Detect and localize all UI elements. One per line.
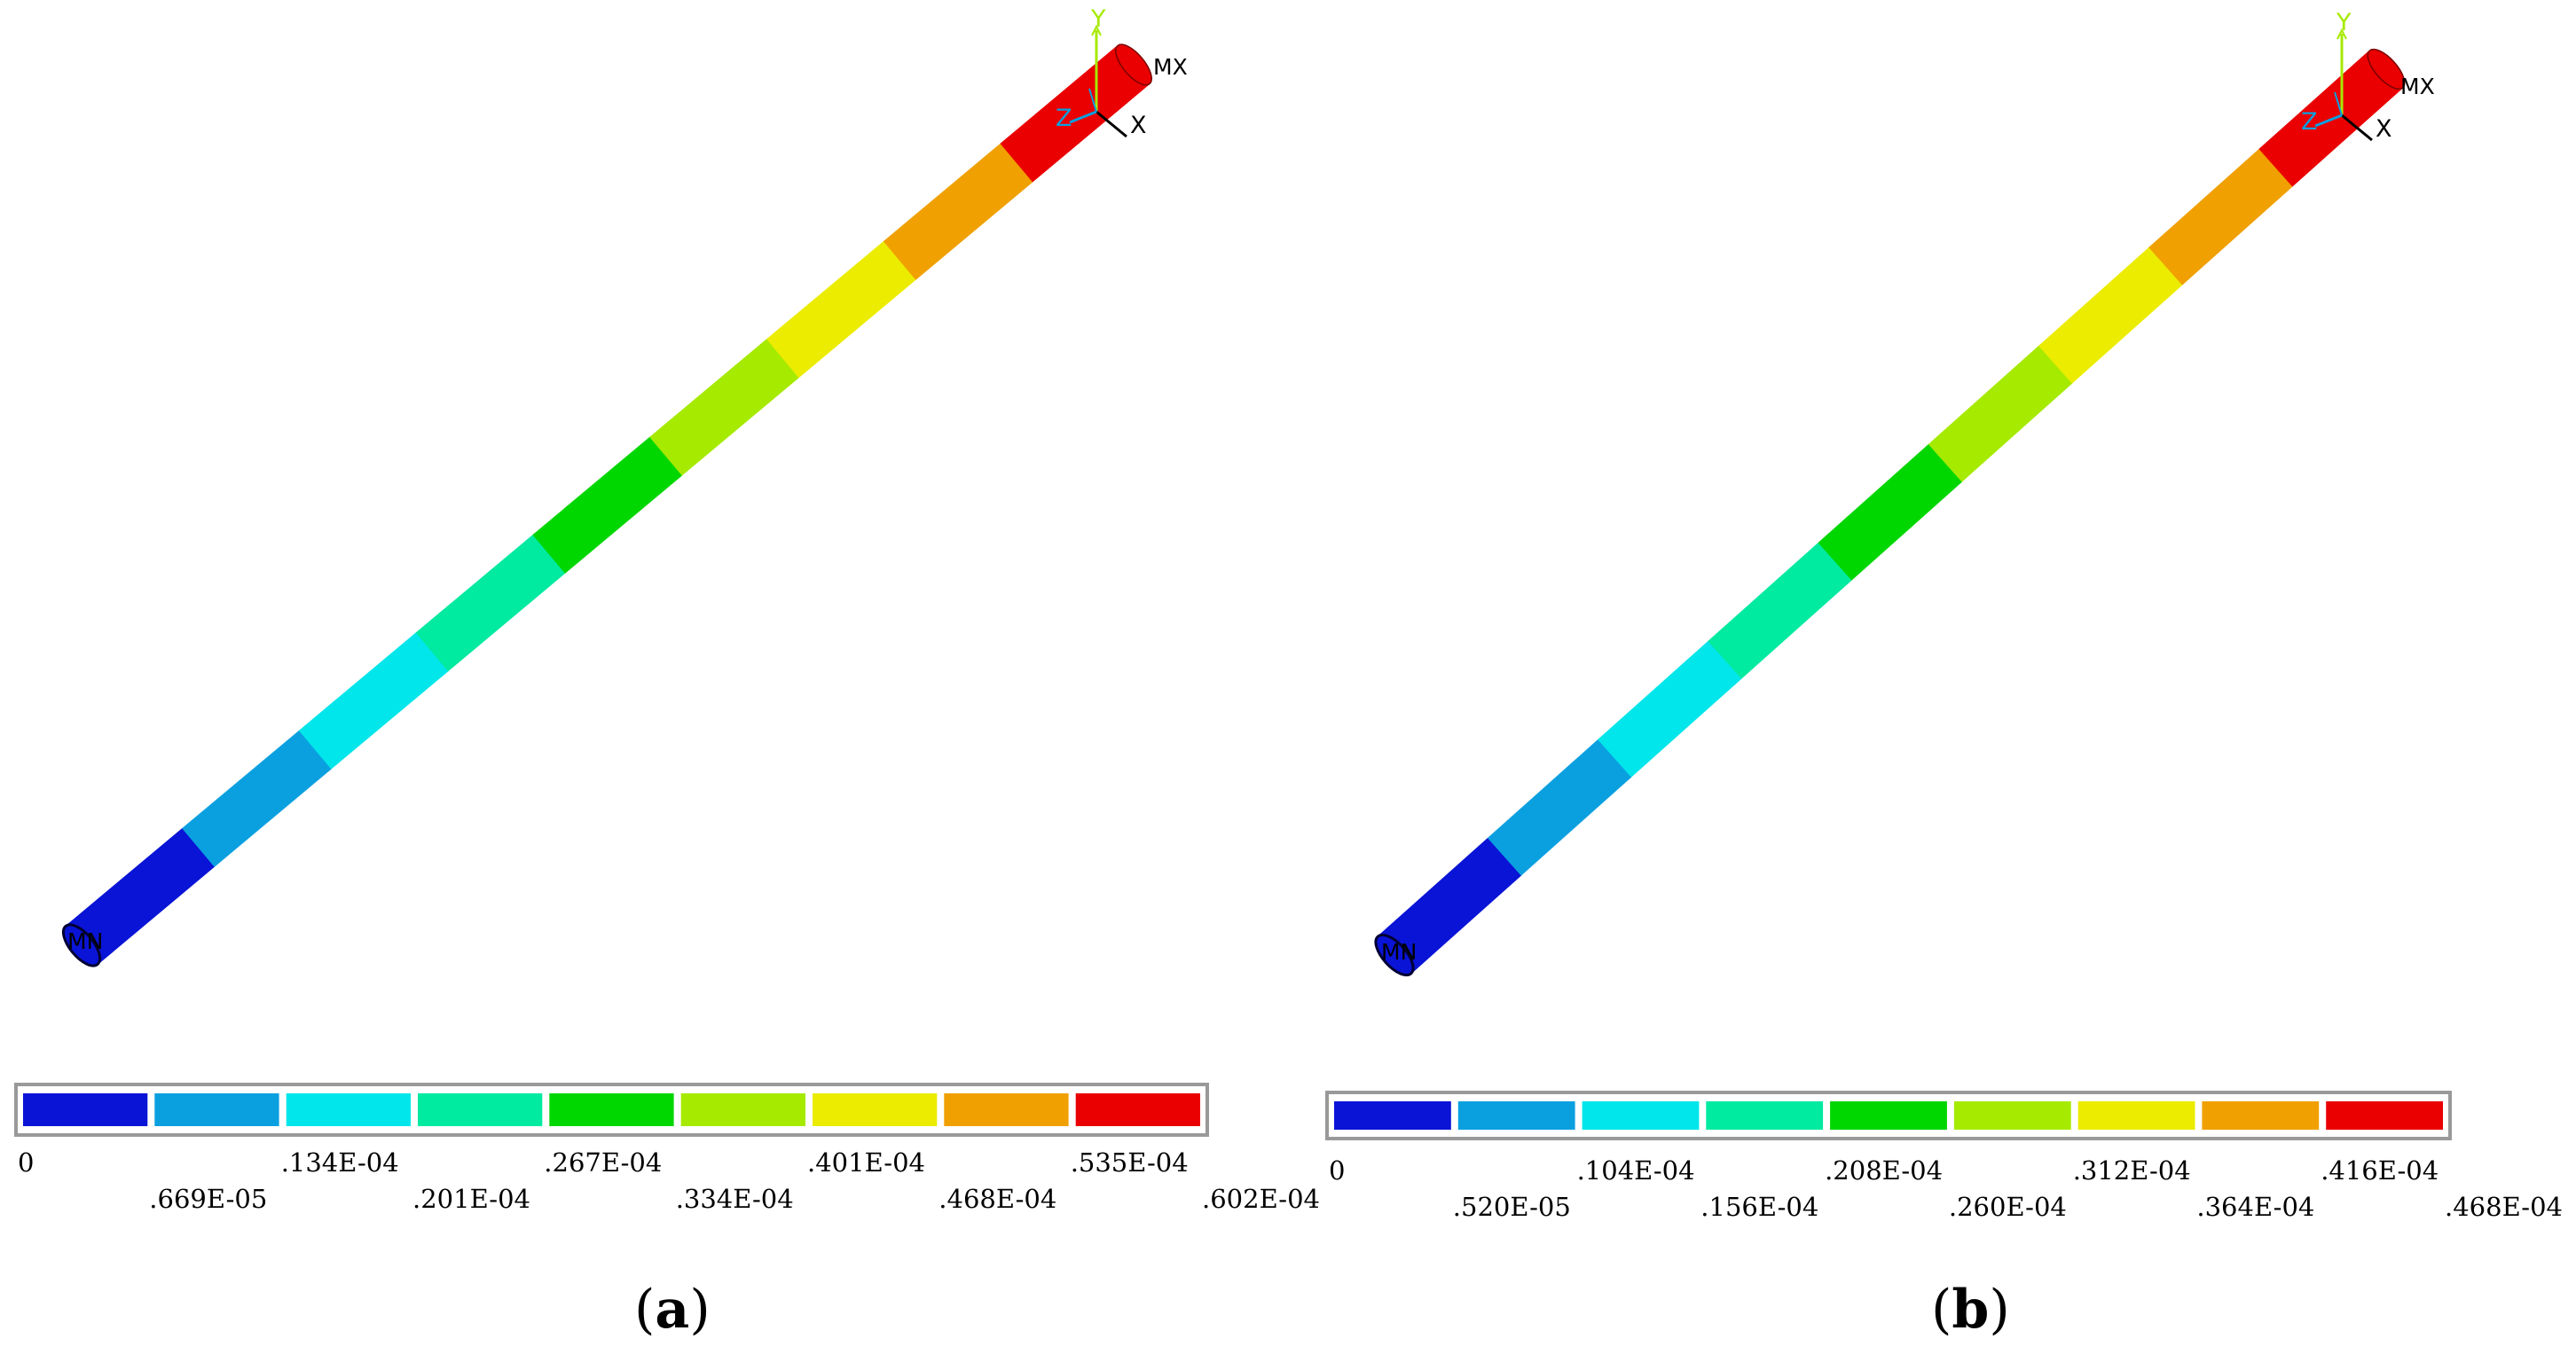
z-axis-label: Z xyxy=(2301,108,2318,136)
legend-swatch xyxy=(680,1093,805,1126)
rod-start-cap xyxy=(61,923,102,967)
min-node-label: MN xyxy=(67,928,103,954)
legend-tick-label: .312E-04 xyxy=(2073,1155,2191,1186)
rod-segment xyxy=(649,338,800,476)
legend-tick-label: .208E-04 xyxy=(1825,1155,1943,1186)
z-axis-tick xyxy=(2334,91,2343,116)
rod-segment xyxy=(1487,739,1632,876)
caption-open-paren: ( xyxy=(1931,1279,1952,1341)
caption-close-paren: ) xyxy=(1989,1279,2009,1341)
legend-swatch xyxy=(813,1093,938,1126)
legend-tick-label: .468E-04 xyxy=(939,1184,1056,1214)
x-axis-label: X xyxy=(2376,115,2392,143)
rod-start-cap xyxy=(1374,933,1415,977)
caption-letter: a xyxy=(655,1279,689,1341)
caption-close-paren: ) xyxy=(689,1279,710,1341)
legend-swatch xyxy=(1334,1101,1451,1130)
legend-swatch xyxy=(2202,1101,2320,1130)
legend-tick-label: .267E-04 xyxy=(544,1147,662,1178)
legend-tick-label: .260E-04 xyxy=(1949,1192,2067,1222)
rod-segment xyxy=(415,534,566,672)
legend-swatch xyxy=(1075,1093,1200,1126)
triad-axes-icon: Y X Z xyxy=(2301,9,2392,143)
max-node-label: MX xyxy=(2400,74,2435,99)
legend-colorbar: 0 .520E-05.104E-04.156E-04.208E-04.260E-0… xyxy=(1325,1091,2563,1222)
legend-swatch xyxy=(154,1093,279,1126)
rod-end-cap xyxy=(1115,43,1152,86)
rod-segment xyxy=(1928,345,2073,482)
rod-segment xyxy=(766,240,917,379)
panel-caption: (a) xyxy=(634,1279,711,1341)
legend-tick-label: 0 xyxy=(1329,1155,1345,1186)
x-axis-label: X xyxy=(1130,112,1147,139)
z-axis-line xyxy=(1069,110,1097,124)
legend-tick-label: .535E-04 xyxy=(1071,1147,1189,1178)
rod-segment xyxy=(182,730,333,867)
rod-segment xyxy=(2038,247,2183,384)
legend-tick-label: .416E-04 xyxy=(2321,1155,2439,1186)
legend-swatch xyxy=(1706,1101,1824,1130)
legend-swatch xyxy=(2326,1101,2443,1130)
legend-colorbar: 0 .669E-05 .134E-04 .201E-04 .267E-04 .334E-0… xyxy=(14,1083,1320,1214)
x-axis-line xyxy=(1096,110,1127,138)
rod-segment xyxy=(1708,542,1853,679)
legend-frame xyxy=(1325,1091,2452,1140)
z-axis-tick xyxy=(1088,88,1097,113)
legend-swatch xyxy=(944,1093,1069,1126)
x-axis-line xyxy=(2341,114,2373,142)
legend-tick-label: .364E-04 xyxy=(2196,1192,2314,1222)
legend-tick-label: .134E-04 xyxy=(281,1147,399,1178)
legend-swatch xyxy=(1953,1101,2071,1130)
max-node-label: MX xyxy=(1153,54,1188,80)
rod-segment xyxy=(532,436,683,574)
caption-open-paren: ( xyxy=(634,1279,655,1341)
legend-swatch xyxy=(418,1093,543,1126)
legend-swatch xyxy=(23,1093,148,1126)
y-axis-label: Y xyxy=(1090,5,1106,33)
legend-tick-label: .156E-04 xyxy=(1700,1192,1818,1222)
legend-tick-label: .334E-04 xyxy=(676,1184,794,1214)
rod-segment xyxy=(883,143,1033,280)
legend-swatch xyxy=(286,1093,411,1126)
legend-tick-label: .104E-04 xyxy=(1577,1155,1695,1186)
z-axis-label: Z xyxy=(1056,105,1072,132)
legend-swatch xyxy=(1457,1101,1575,1130)
rod-segment xyxy=(1598,640,1743,778)
rod-segment xyxy=(1818,443,1963,581)
rod xyxy=(1374,48,2406,977)
panel-caption: (b) xyxy=(1931,1279,2010,1341)
triad-axes-icon: Y X Z xyxy=(1056,5,1147,139)
legend-swatch xyxy=(549,1093,674,1126)
legend-tick-label: .602E-04 xyxy=(1202,1184,1320,1214)
min-node-label: MN xyxy=(1381,939,1417,965)
legend-swatch xyxy=(2077,1101,2195,1130)
panel-b: MN MX Y X Z 0 .520E-05.104E-04.156E-04.208E-04… xyxy=(1325,9,2563,1341)
legend-frame xyxy=(14,1083,1209,1137)
rod xyxy=(61,43,1152,967)
y-axis-label: Y xyxy=(2336,9,2352,36)
legend-swatch xyxy=(1830,1101,1947,1130)
caption-letter: b xyxy=(1952,1279,1989,1341)
y-axis-arrow xyxy=(2336,27,2347,40)
rod-segment xyxy=(298,631,450,770)
legend-tick-label: .401E-04 xyxy=(807,1147,925,1178)
legend-tick-label: .468E-04 xyxy=(2445,1192,2563,1222)
legend-tick-label: .520E-05 xyxy=(1453,1192,1571,1222)
panel-a: MN MX Y X Z 0 .669E-05 .134E-04 .201E-04 .267E-04… xyxy=(14,5,1320,1341)
legend-tick-label: .201E-04 xyxy=(412,1184,530,1214)
rod-end-cap xyxy=(2367,48,2406,90)
legend-tick-label: 0 xyxy=(18,1147,34,1178)
y-axis-arrow xyxy=(1091,24,1102,36)
rod-segment xyxy=(2148,148,2294,286)
legend-swatch xyxy=(1582,1101,1700,1130)
z-axis-line xyxy=(2314,114,2343,128)
legend-tick-label: .669E-05 xyxy=(149,1184,267,1214)
